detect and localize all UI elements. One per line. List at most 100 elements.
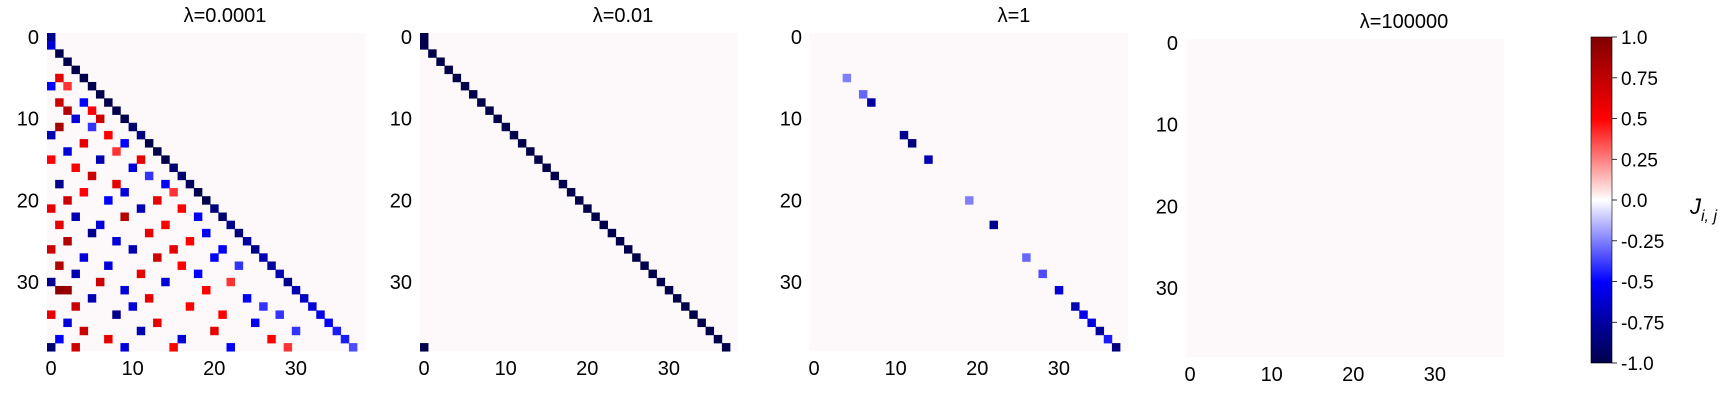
heatmap-cell [136,155,146,164]
heatmap-cell [55,334,64,344]
heatmap-cell [144,171,154,181]
x-tick-label: 0 [419,358,430,380]
heatmap-cell [136,130,146,140]
heatmap-cell [259,302,268,311]
heatmap-area: 0 10 20 30 0 10 20 30 [17,27,366,380]
heatmap-cell [120,285,129,295]
heatmap-cell [79,188,89,197]
heatmap-cell [136,326,146,336]
heatmap-cell [95,155,105,164]
x-tick-label: 20 [576,358,598,380]
heatmap-cell [185,237,195,246]
heatmap-panel: λ=100000 0 10 20 30 0 10 20 30 [1156,11,1505,386]
heatmap-cell [185,179,195,189]
heatmap-cell [193,269,203,279]
heatmap-cell [575,196,584,205]
heatmap-cell [308,302,317,311]
heatmap-cell [485,106,494,115]
heatmap-cell [104,98,113,107]
heatmap-cell [348,343,358,352]
heatmap-cell [420,343,429,352]
heatmap-cell [275,269,284,279]
heatmap-cell [63,318,72,328]
heatmap-cell [283,277,293,287]
heatmap-cell [55,179,64,189]
heatmap-cell [656,277,666,287]
colorbar-tick-label: 0.25 [1621,150,1658,171]
heatmap-cell [210,253,219,262]
heatmap-cell [842,73,852,83]
x-tick-label: 30 [1424,364,1446,386]
heatmap-cell [47,33,56,42]
heatmap-cell [501,122,511,132]
x-tick-label: 30 [285,358,307,380]
heatmap-cell [867,98,876,107]
y-tick-label: 10 [390,109,412,131]
heatmap-cell [55,98,64,107]
heatmap-cell [924,155,933,164]
heatmap-cell [640,261,649,270]
heatmap-cell [63,106,72,115]
x-tick-label: 10 [495,358,517,380]
panel-title: λ=0.0001 [184,5,267,27]
heatmap-cell [1054,285,1064,295]
y-tick-label: 30 [17,272,39,294]
heatmap-cell [689,310,698,319]
heatmap-cell [899,130,909,140]
y-tick-label: 0 [791,27,802,49]
heatmap-cell [87,106,97,115]
heatmap-cell [226,277,235,287]
y-tick-label: 20 [17,190,39,212]
heatmap-cell [71,212,80,221]
heatmap-cell [136,204,146,213]
heatmap-cell [989,220,998,230]
heatmap-cell [210,326,219,336]
heatmap-cell [218,212,227,221]
heatmap-cell [858,90,868,99]
heatmap-cell [550,171,560,181]
panel-title: λ=1 [998,5,1031,27]
x-tick-label: 30 [658,358,680,380]
colorbar-gradient [1590,36,1613,364]
heatmap-cell [202,228,211,238]
heatmap-cell [624,245,633,254]
heatmap-cell [95,90,105,99]
heatmap-area: 0 10 20 30 0 10 20 30 [390,27,739,380]
x-tick-label: 20 [203,358,225,380]
heatmap-cell [87,81,97,91]
heatmap-cell [87,171,97,181]
heatmap-cell [104,261,113,270]
heatmap-cell [79,326,89,336]
x-tick-label: 0 [46,358,57,380]
heatmap-cell [234,261,244,270]
heatmap-cell [153,147,162,156]
y-tick-label: 20 [390,190,412,212]
heatmap-cell [672,294,682,303]
heatmap-cell [63,81,72,91]
heatmap-cell [47,81,56,91]
heatmap-cell [144,228,154,238]
heatmap-cell [112,237,121,246]
y-tick-label: 10 [1156,115,1178,137]
heatmap-cell [615,237,625,246]
heatmap-cell [452,73,462,83]
heatmap-cell [721,343,731,352]
heatmap-cell [112,179,121,189]
heatmap-cell [153,196,162,205]
y-tick-label: 30 [1156,278,1178,300]
heatmap-cell [87,294,97,303]
colorbar-tick-label: 0.75 [1621,69,1658,90]
heatmap-cell [71,163,80,173]
heatmap-cell [144,139,154,148]
heatmap-cell [177,204,187,213]
heatmap-cell [104,334,113,344]
heatmap-cell [193,212,203,221]
heatmap-cell [55,261,64,270]
heatmap-cell [63,285,72,295]
heatmap-cell [242,294,252,303]
heatmap-area: 0 10 20 30 0 10 20 30 [1156,33,1505,386]
y-tick-label: 0 [28,27,39,49]
heatmap-panel: λ=0.0001 0 10 20 30 0 10 20 30 [17,5,366,380]
heatmap-cell [120,139,129,148]
heatmap-cell [566,188,576,197]
